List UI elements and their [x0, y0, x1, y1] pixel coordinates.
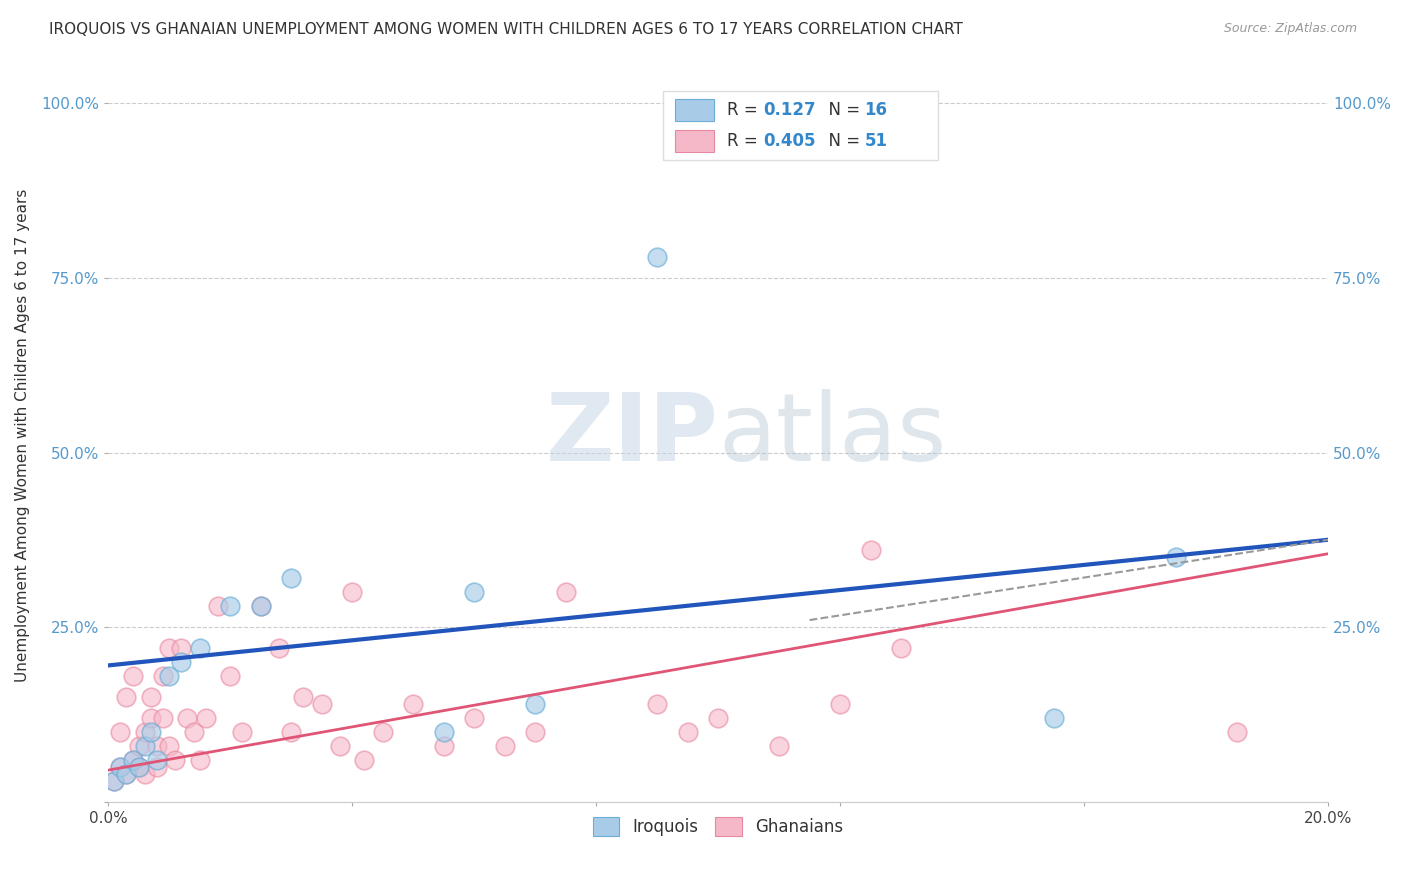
Point	[188, 640, 211, 655]
Text: 51: 51	[865, 132, 887, 150]
Text: ZIP: ZIP	[546, 389, 718, 481]
Point	[267, 640, 290, 655]
Text: atlas: atlas	[718, 389, 946, 481]
Point	[170, 655, 193, 669]
Point	[152, 711, 174, 725]
Point	[194, 711, 217, 725]
Point	[128, 759, 150, 773]
Point	[121, 669, 143, 683]
Point	[676, 724, 699, 739]
Point	[340, 585, 363, 599]
Point	[103, 773, 125, 788]
Point	[139, 724, 162, 739]
Point	[139, 690, 162, 704]
Point	[157, 640, 180, 655]
Point	[157, 739, 180, 753]
Point	[110, 724, 132, 739]
Point	[1164, 550, 1187, 565]
Point	[157, 669, 180, 683]
Point	[433, 739, 456, 753]
Point	[115, 690, 138, 704]
Point	[134, 724, 156, 739]
Point	[146, 739, 169, 753]
Bar	[664, 90, 938, 161]
Point	[219, 599, 242, 613]
Point	[890, 640, 912, 655]
Text: 16: 16	[865, 101, 887, 119]
Point	[207, 599, 229, 613]
Point	[433, 724, 456, 739]
Point	[402, 697, 425, 711]
Point	[128, 759, 150, 773]
Text: 0.405: 0.405	[763, 132, 815, 150]
Legend: Iroquois, Ghanaians: Iroquois, Ghanaians	[585, 809, 852, 845]
Point	[1226, 724, 1249, 739]
Point	[219, 669, 242, 683]
Point	[103, 773, 125, 788]
Point	[463, 585, 485, 599]
Point	[146, 759, 169, 773]
Text: 0.127: 0.127	[763, 101, 815, 119]
Point	[176, 711, 198, 725]
Point	[231, 724, 253, 739]
Text: IROQUOIS VS GHANAIAN UNEMPLOYMENT AMONG WOMEN WITH CHILDREN AGES 6 TO 17 YEARS C: IROQUOIS VS GHANAIAN UNEMPLOYMENT AMONG …	[49, 22, 963, 37]
Text: N =: N =	[818, 132, 866, 150]
Text: Source: ZipAtlas.com: Source: ZipAtlas.com	[1223, 22, 1357, 36]
Point	[121, 753, 143, 767]
Point	[115, 766, 138, 780]
Point	[1042, 711, 1064, 725]
Y-axis label: Unemployment Among Women with Children Ages 6 to 17 years: Unemployment Among Women with Children A…	[15, 188, 30, 681]
Point	[183, 724, 205, 739]
Point	[830, 117, 852, 131]
Point	[859, 543, 882, 558]
Point	[768, 739, 790, 753]
Point	[134, 739, 156, 753]
Point	[371, 724, 394, 739]
Point	[249, 599, 271, 613]
Point	[146, 753, 169, 767]
Text: R =: R =	[727, 101, 762, 119]
Point	[128, 739, 150, 753]
Point	[494, 739, 516, 753]
Point	[645, 697, 668, 711]
Point	[329, 739, 352, 753]
Point	[110, 759, 132, 773]
Bar	[675, 99, 714, 121]
Point	[170, 640, 193, 655]
Point	[830, 697, 852, 711]
Point	[115, 766, 138, 780]
Bar	[675, 129, 714, 152]
Point	[165, 753, 187, 767]
Point	[280, 724, 302, 739]
Point	[280, 571, 302, 585]
Point	[121, 753, 143, 767]
Point	[524, 724, 547, 739]
Point	[554, 585, 576, 599]
Point	[152, 669, 174, 683]
Text: R =: R =	[727, 132, 762, 150]
Point	[707, 711, 730, 725]
Point	[188, 753, 211, 767]
Text: N =: N =	[818, 101, 866, 119]
Point	[110, 759, 132, 773]
Point	[463, 711, 485, 725]
Point	[249, 599, 271, 613]
Point	[311, 697, 333, 711]
Point	[292, 690, 315, 704]
Point	[353, 753, 375, 767]
Point	[645, 250, 668, 264]
Point	[139, 711, 162, 725]
Point	[134, 766, 156, 780]
Point	[524, 697, 547, 711]
